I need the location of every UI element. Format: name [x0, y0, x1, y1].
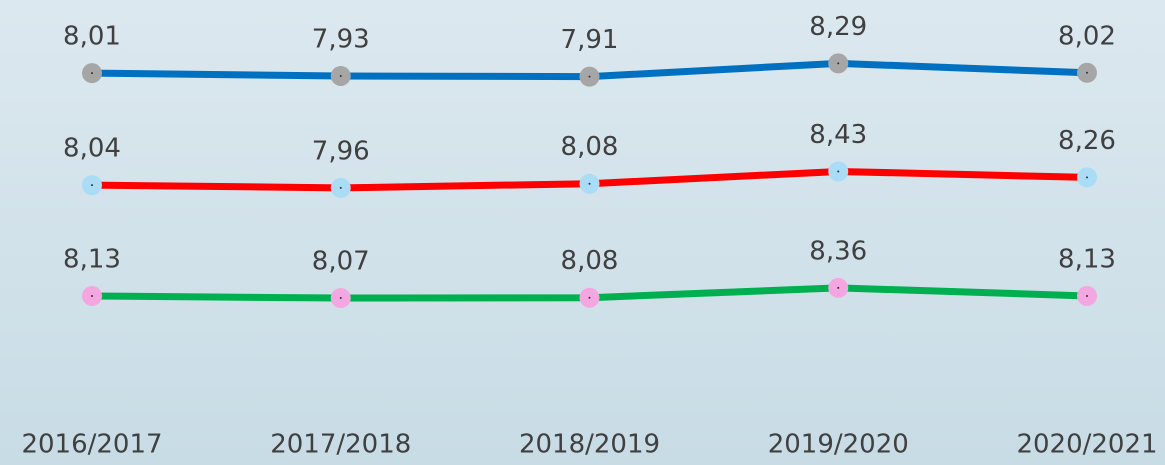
marker-dot: [1086, 176, 1088, 179]
x-tick-label: 2020/2021: [1016, 430, 1157, 460]
marker-dot: [339, 186, 342, 189]
marker-dot: [1086, 71, 1088, 74]
data-label: 7,93: [312, 24, 370, 54]
marker-dot: [339, 297, 342, 300]
data-label: 7,91: [561, 25, 619, 55]
data-label: 8,26: [1058, 126, 1116, 156]
data-label: 8,08: [561, 246, 619, 276]
data-label: 8,43: [809, 120, 867, 150]
marker-dot: [837, 170, 840, 173]
data-label: 8,36: [809, 236, 867, 266]
data-label: 8,13: [63, 244, 121, 274]
x-tick-label: 2016/2017: [21, 430, 162, 460]
marker-dot: [91, 294, 93, 297]
marker-dot: [588, 75, 591, 78]
marker-dot: [91, 184, 93, 187]
data-label: 8,02: [1058, 21, 1116, 51]
data-label: 8,04: [63, 134, 121, 164]
data-label: 8,13: [1058, 244, 1116, 274]
marker-dot: [91, 72, 93, 75]
marker-dot: [837, 286, 840, 289]
x-tick-label: 2019/2020: [768, 430, 909, 460]
marker-dot: [837, 62, 840, 65]
x-tick-label: 2017/2018: [270, 430, 411, 460]
data-label: 8,07: [312, 247, 370, 277]
marker-dot: [588, 296, 591, 299]
marker-dot: [588, 182, 591, 185]
data-label: 8,01: [63, 22, 121, 52]
x-tick-label: 2018/2019: [519, 430, 660, 460]
data-label: 8,08: [561, 132, 619, 162]
data-label: 7,96: [312, 136, 370, 166]
marker-dot: [339, 74, 342, 77]
marker-dot: [1086, 294, 1088, 297]
data-label: 8,29: [809, 12, 867, 42]
